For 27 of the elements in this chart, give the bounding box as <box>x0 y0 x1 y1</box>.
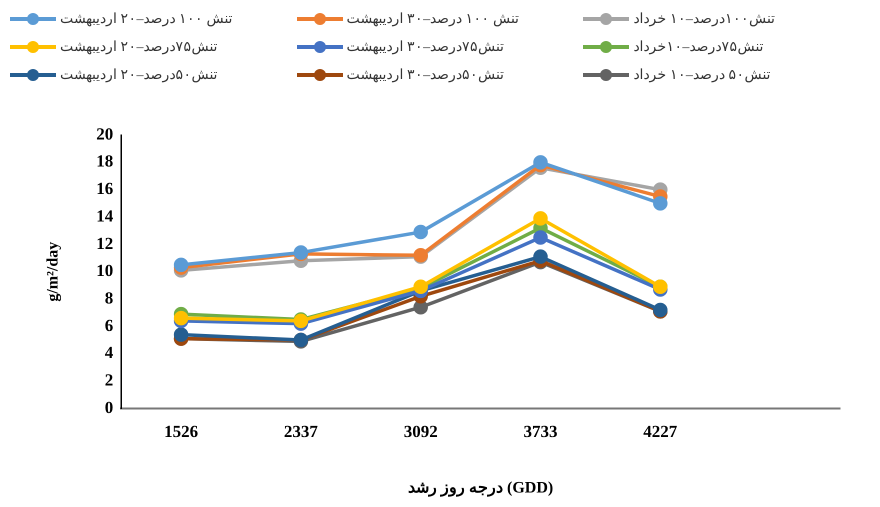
legend-label: تنش۷۵درصد–۲۰ اردیبهشت <box>60 39 218 56</box>
y-tick-label: 16 <box>96 179 114 198</box>
y-tick-label: 4 <box>104 343 114 362</box>
y-tick-label: 20 <box>96 124 114 144</box>
x-tick-label: 2337 <box>284 422 318 441</box>
legend-label: تنش۵۰درصد–۳۰ اردیبهشت <box>346 67 504 84</box>
y-tick-label: 12 <box>96 234 114 253</box>
legend-label: تنش۱۰۰درصد–۱۰ خرداد <box>633 11 775 28</box>
x-tick-label: 3092 <box>404 422 438 441</box>
legend-label: تنش۷۵درصد–۱۰خرداد <box>633 39 764 56</box>
x-tick-label: 1526 <box>164 422 198 441</box>
y-tick-label: 2 <box>104 370 114 390</box>
y-tick-label: 10 <box>96 261 114 280</box>
y-axis-title: g/m²/day <box>44 242 62 302</box>
y-tick-label: 8 <box>104 288 114 308</box>
legend-label: تنش ۱۰۰ درصد–۳۰ اردیبهشت <box>346 11 520 28</box>
y-tick-label: 0 <box>104 398 114 417</box>
y-tick-label: 6 <box>104 316 114 335</box>
legend-label: تنش ۱۰۰ درصد–۲۰ اردیبهشت <box>60 11 232 28</box>
x-tick-label: 4227 <box>643 422 678 441</box>
legend-label: تنش۵۰درصد–۲۰ اردیبهشت <box>60 67 218 84</box>
legend-label: تنش۵۰ درصد–۱۰ خرداد <box>633 67 770 84</box>
x-axis-title: درجه روز رشد (GDD) <box>408 480 554 498</box>
y-tick-label: 14 <box>96 206 114 226</box>
y-tick-label: 18 <box>96 152 114 171</box>
x-tick-label: 3733 <box>524 422 558 441</box>
legend-label: تنش۷۵درصد–۳۰ اردیبهشت <box>346 39 504 56</box>
